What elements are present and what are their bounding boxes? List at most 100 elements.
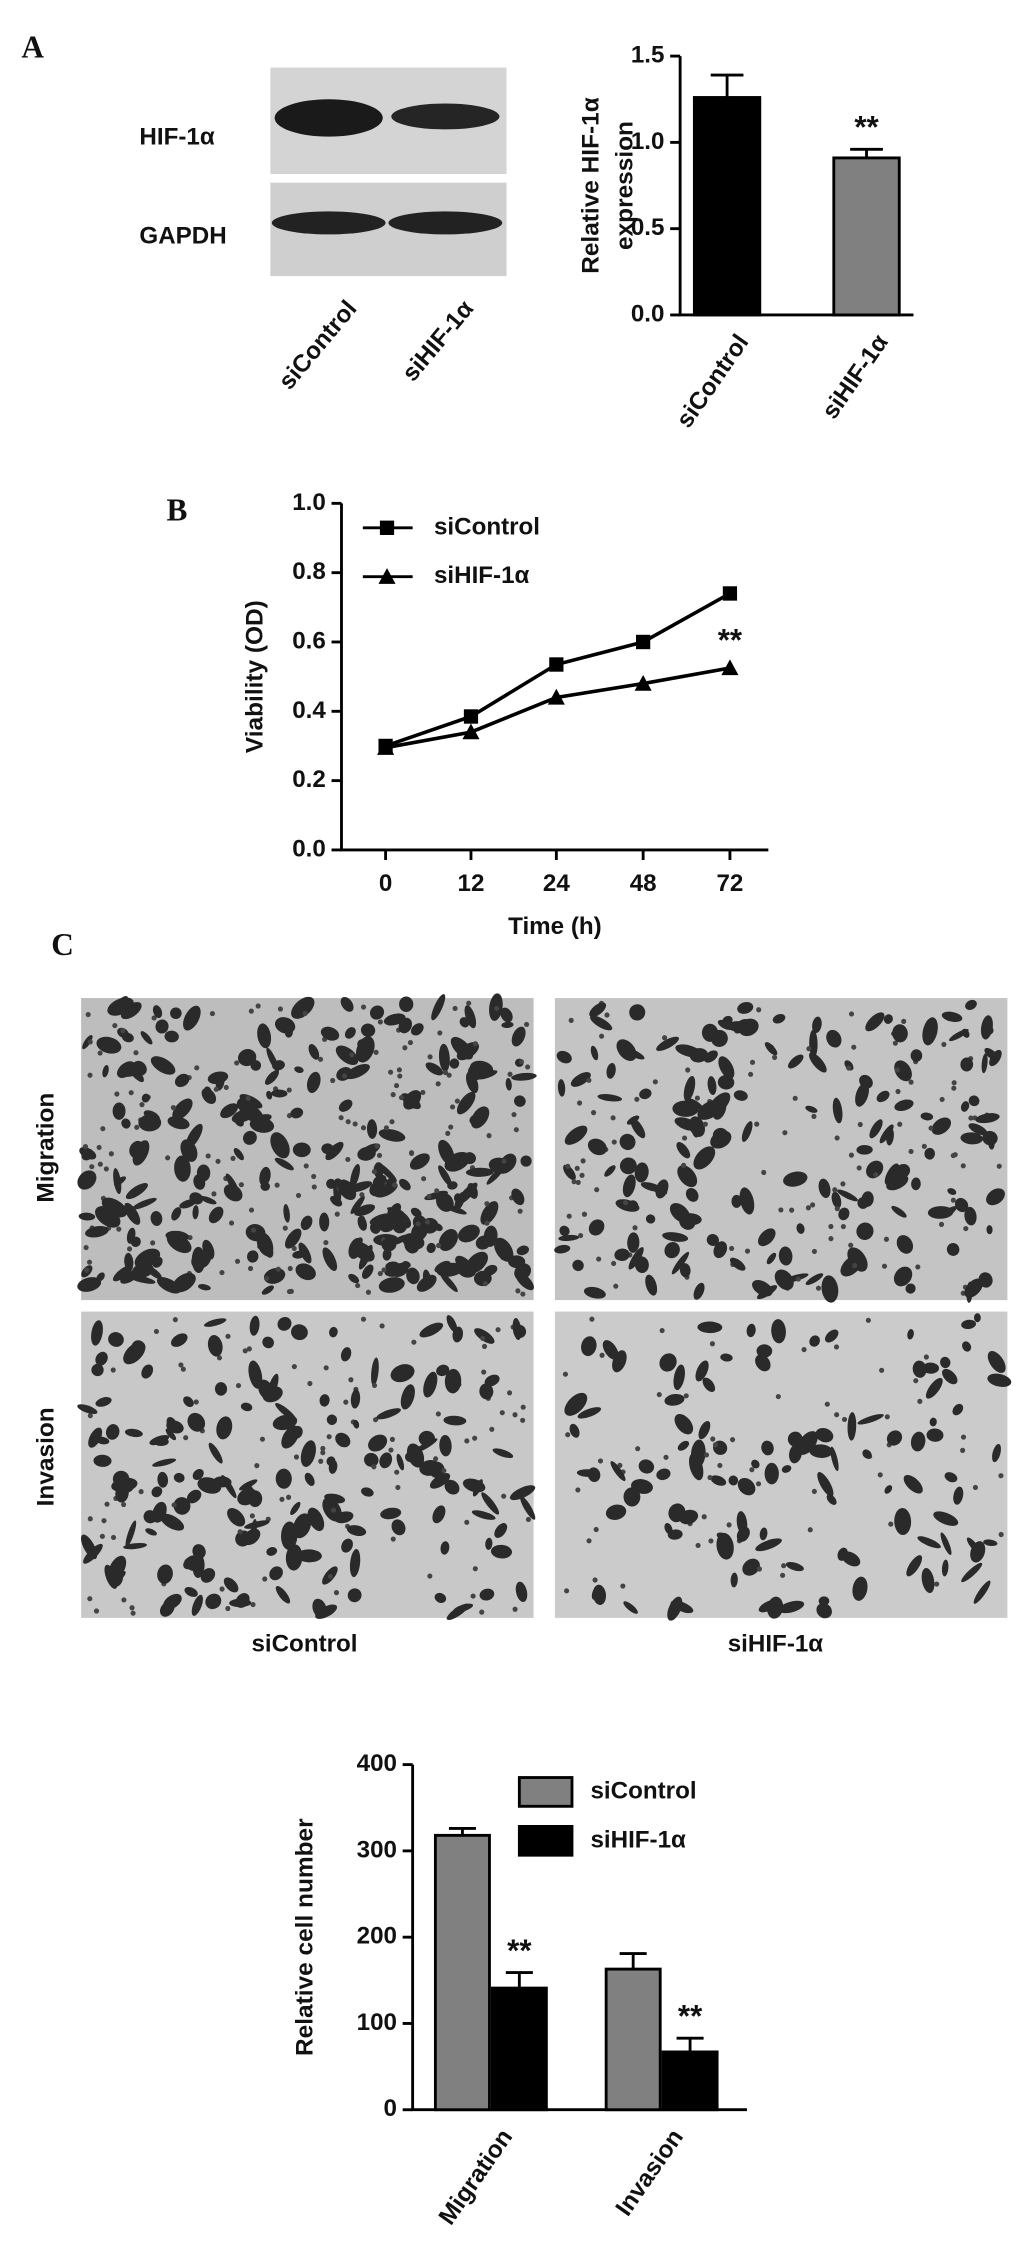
cell: [992, 1443, 1001, 1463]
pore: [112, 1023, 118, 1029]
cell: [570, 1072, 591, 1087]
y-tick-label: 0.6: [292, 627, 326, 654]
pore: [470, 1593, 476, 1599]
cell: [981, 1053, 988, 1074]
cell: [857, 1197, 869, 1209]
cell: [315, 1604, 338, 1619]
cell: [131, 1340, 146, 1355]
cell: [710, 1130, 732, 1149]
y-axis-label: Relative cell number: [291, 1818, 318, 2056]
pore: [348, 1377, 354, 1383]
cell: [679, 1509, 699, 1525]
pore: [840, 1223, 846, 1230]
cell: [968, 1095, 980, 1107]
pore: [895, 1088, 901, 1095]
cell: [116, 1061, 136, 1078]
pore: [345, 1119, 351, 1125]
cell: [730, 1572, 738, 1588]
cell: [337, 1179, 357, 1201]
pore: [194, 1065, 200, 1071]
cell: [281, 1425, 300, 1449]
pore: [411, 1339, 417, 1345]
cell: [485, 1537, 493, 1550]
cell: [710, 1475, 727, 1486]
cell: [431, 994, 446, 1021]
cell: [826, 1029, 842, 1048]
cell: [174, 1155, 191, 1182]
cell: [91, 1363, 104, 1377]
pore: [656, 1392, 662, 1398]
cell: [434, 1260, 451, 1273]
pore: [525, 1064, 531, 1070]
cell: [866, 1160, 884, 1179]
pore: [389, 1119, 395, 1125]
cell: [987, 1373, 1012, 1387]
pore: [464, 1438, 470, 1444]
pore: [255, 1003, 261, 1009]
pore: [359, 1192, 365, 1198]
cell: [942, 1368, 958, 1385]
pore: [652, 1079, 658, 1085]
pore: [756, 1007, 762, 1013]
cell: [805, 1105, 818, 1113]
cell: [741, 1121, 753, 1142]
pore: [219, 1586, 225, 1592]
pore: [85, 1011, 91, 1018]
cell: [677, 1165, 698, 1188]
pore: [589, 1316, 595, 1322]
cell: [449, 1058, 460, 1069]
cell: [446, 1603, 470, 1621]
pore: [761, 1169, 767, 1176]
cell: [924, 1147, 935, 1160]
cell: [77, 1277, 102, 1292]
pore: [114, 1091, 120, 1097]
pore: [323, 1240, 329, 1246]
cell: [183, 1005, 201, 1031]
cell: [329, 1326, 338, 1338]
cell: [961, 1319, 977, 1330]
cell: [746, 1323, 756, 1338]
cell: [170, 1007, 182, 1020]
pore: [694, 1095, 700, 1101]
pore: [264, 1275, 270, 1282]
pore: [388, 1069, 394, 1075]
cell: [736, 1511, 748, 1535]
cell: [320, 1026, 340, 1041]
cell: [986, 1188, 1005, 1206]
marker: [721, 659, 739, 676]
pore: [254, 1463, 260, 1469]
cell: [266, 1373, 279, 1401]
cell: [755, 1354, 771, 1372]
pore: [998, 1531, 1004, 1538]
cell: [494, 1237, 514, 1262]
cell: [410, 1207, 422, 1218]
pore: [581, 1211, 588, 1217]
cell: [733, 1018, 749, 1034]
pore: [805, 1205, 811, 1211]
pore: [449, 1104, 456, 1110]
cell: [376, 1162, 397, 1182]
pore: [590, 1110, 597, 1116]
cell: [775, 1276, 790, 1291]
cell: [903, 1474, 923, 1494]
cell: [856, 1144, 873, 1155]
cell: [940, 1532, 952, 1556]
pore: [247, 1265, 254, 1272]
cell: [557, 1079, 566, 1097]
cell: [564, 1125, 588, 1145]
cell: [112, 1470, 130, 1487]
pore: [848, 1011, 855, 1017]
cell: [778, 1246, 793, 1266]
pore: [234, 1060, 240, 1066]
pore: [84, 1267, 90, 1273]
cell: [505, 1078, 512, 1091]
cell: [80, 1534, 98, 1560]
pore: [917, 1398, 923, 1404]
blot-band: [388, 211, 503, 235]
pore: [701, 1514, 707, 1520]
pore: [442, 1069, 449, 1076]
cell: [509, 1485, 536, 1501]
pore: [320, 1445, 326, 1451]
cell: [587, 1138, 607, 1156]
cell: [673, 1364, 685, 1391]
